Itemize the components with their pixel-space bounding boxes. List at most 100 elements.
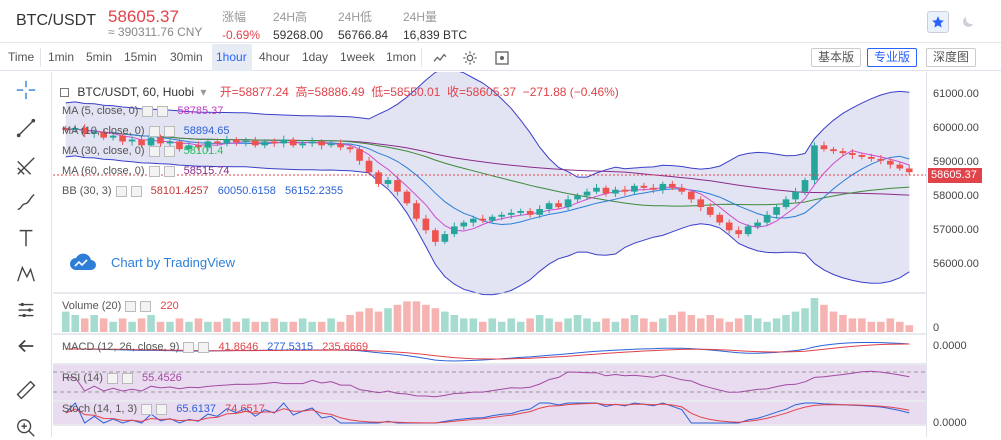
timeframe-1min[interactable]: 1min xyxy=(48,50,75,64)
close-icon[interactable] xyxy=(198,341,210,353)
candle-body xyxy=(773,207,780,215)
candle-body xyxy=(545,203,553,210)
mode-depth-button[interactable]: 深度图 xyxy=(926,48,977,67)
timeframe-15min[interactable]: 15min xyxy=(124,50,157,64)
timeframe-1week[interactable]: 1week xyxy=(340,50,375,64)
settings-button[interactable] xyxy=(460,48,480,68)
indicator-label: MACD (12, 26, close, 9) xyxy=(62,341,180,353)
volume-bar xyxy=(659,318,667,332)
chart-pane[interactable]: BTC/USDT, 60, Huobi ▾ 开=58877.24 高=58886… xyxy=(53,72,926,437)
candle-body xyxy=(394,180,401,192)
indicator-macd[interactable]: MACD (12, 26, close, 9) 41.8646 277.5315… xyxy=(62,341,368,353)
back-tool[interactable] xyxy=(14,334,38,358)
axis-tick-label: 0 xyxy=(933,322,940,334)
close-icon[interactable] xyxy=(163,165,175,177)
candle-body xyxy=(356,149,363,161)
settings-icon[interactable] xyxy=(142,105,154,117)
favorite-star-button[interactable] xyxy=(927,11,949,33)
collapse-icon[interactable] xyxy=(60,88,69,98)
volume-bar xyxy=(554,321,563,332)
volume-bar xyxy=(649,321,658,332)
settings-icon[interactable] xyxy=(125,300,137,312)
candle-body xyxy=(697,199,705,208)
settings-icon[interactable] xyxy=(106,372,118,384)
zoom-tool[interactable] xyxy=(14,416,38,440)
candle-body xyxy=(640,185,648,188)
volume-bar xyxy=(422,304,430,332)
settings-icon[interactable] xyxy=(141,403,153,415)
crosshair-tool[interactable] xyxy=(14,78,38,102)
price-axis[interactable]: 61000.00 60000.00 59000.00 58000.00 5700… xyxy=(926,72,1001,437)
indicator-value: 58101.4257 xyxy=(150,185,209,197)
close-icon[interactable] xyxy=(121,372,133,384)
volume-bar xyxy=(374,311,383,332)
close-icon[interactable] xyxy=(163,145,175,157)
fib-tool[interactable] xyxy=(14,154,38,178)
volume-bar xyxy=(156,321,165,332)
indicator-volume[interactable]: Volume (20) 220 xyxy=(62,300,179,312)
timeframe-30min[interactable]: 30min xyxy=(170,50,203,64)
brush-tool[interactable] xyxy=(14,190,38,214)
indicator-bb[interactable]: BB (30, 3) 58101.4257 60050.6158 56152.2… xyxy=(62,185,343,197)
settings-icon[interactable] xyxy=(183,341,195,353)
indicator-rsi[interactable]: RSI (14) 55.4526 xyxy=(62,372,182,384)
timeframe-1hour[interactable]: 1hour xyxy=(216,50,247,64)
indicator-value: 277.5315 xyxy=(267,341,314,353)
candle-body xyxy=(621,189,629,192)
volume-bar xyxy=(450,315,459,332)
volume-bar xyxy=(204,321,212,332)
indicator-stoch[interactable]: Stoch (14, 1, 3) 65.6137 74.6517 xyxy=(62,403,265,415)
divider xyxy=(421,48,422,67)
timeframe-1day[interactable]: 1day xyxy=(302,50,329,64)
volume-bar xyxy=(687,315,696,332)
chart-canvas[interactable] xyxy=(53,72,926,437)
indicator-ma60[interactable]: MA (60, close, 0) 58515.74 xyxy=(62,165,230,177)
volume-bar xyxy=(355,311,364,332)
timeframe-1mon[interactable]: 1mon xyxy=(386,50,417,64)
settings-icon[interactable] xyxy=(115,185,127,197)
candle-body xyxy=(706,207,714,215)
volume-bar xyxy=(194,318,203,332)
timeframe-time[interactable]: Time xyxy=(8,50,35,64)
bollinger-upper-line xyxy=(65,72,910,178)
chevron-down-icon[interactable]: ▾ xyxy=(200,85,207,99)
main-legend[interactable]: BTC/USDT, 60, Huobi ▾ 开=58877.24 高=58886… xyxy=(60,83,619,100)
indicator-ma10[interactable]: MA (10, close, 0) 58894.65 xyxy=(62,125,230,137)
measure-tool[interactable] xyxy=(14,298,38,322)
settings-icon[interactable] xyxy=(148,125,160,137)
tradingview-logo[interactable]: Chart by TradingView xyxy=(69,252,235,272)
close-icon[interactable] xyxy=(130,185,142,197)
timeframe-5min[interactable]: 5min xyxy=(86,50,113,64)
indicators-button[interactable] xyxy=(430,48,450,68)
ruler-lines-icon xyxy=(18,302,34,318)
trendline-tool[interactable] xyxy=(14,116,38,140)
ruler-tool[interactable] xyxy=(14,378,38,402)
close-icon[interactable] xyxy=(156,403,168,415)
volume-bar xyxy=(137,318,146,332)
theme-toggle-button[interactable] xyxy=(957,11,979,33)
settings-icon[interactable] xyxy=(148,165,160,177)
volume-bar xyxy=(668,315,677,332)
indicator-ma30[interactable]: MA (30, close, 0) 58101.4 xyxy=(62,145,223,157)
mode-basic-button[interactable]: 基本版 xyxy=(811,48,862,67)
mode-pro-button[interactable]: 专业版 xyxy=(867,48,918,67)
close-icon[interactable] xyxy=(140,300,152,312)
text-tool[interactable] xyxy=(14,226,38,250)
close-icon[interactable] xyxy=(157,105,169,117)
pattern-tool[interactable] xyxy=(14,262,38,286)
timeframe-4hour[interactable]: 4hour xyxy=(259,50,290,64)
volume-bar xyxy=(431,308,440,332)
volume-bar xyxy=(526,318,534,332)
candle-body xyxy=(687,191,695,200)
close-icon[interactable] xyxy=(163,125,175,137)
indicator-ma5[interactable]: MA (5, close, 0) 58785.37 xyxy=(62,105,223,117)
pair-title[interactable]: BTC/USDT xyxy=(16,12,96,29)
screenshot-button[interactable] xyxy=(492,48,512,68)
volume-bar xyxy=(583,318,591,332)
settings-icon[interactable] xyxy=(148,145,160,157)
candle-body xyxy=(488,216,496,221)
volume-bar xyxy=(782,315,790,332)
candle-body xyxy=(318,141,325,146)
candle-body xyxy=(100,131,107,138)
volume-bar xyxy=(185,321,193,332)
